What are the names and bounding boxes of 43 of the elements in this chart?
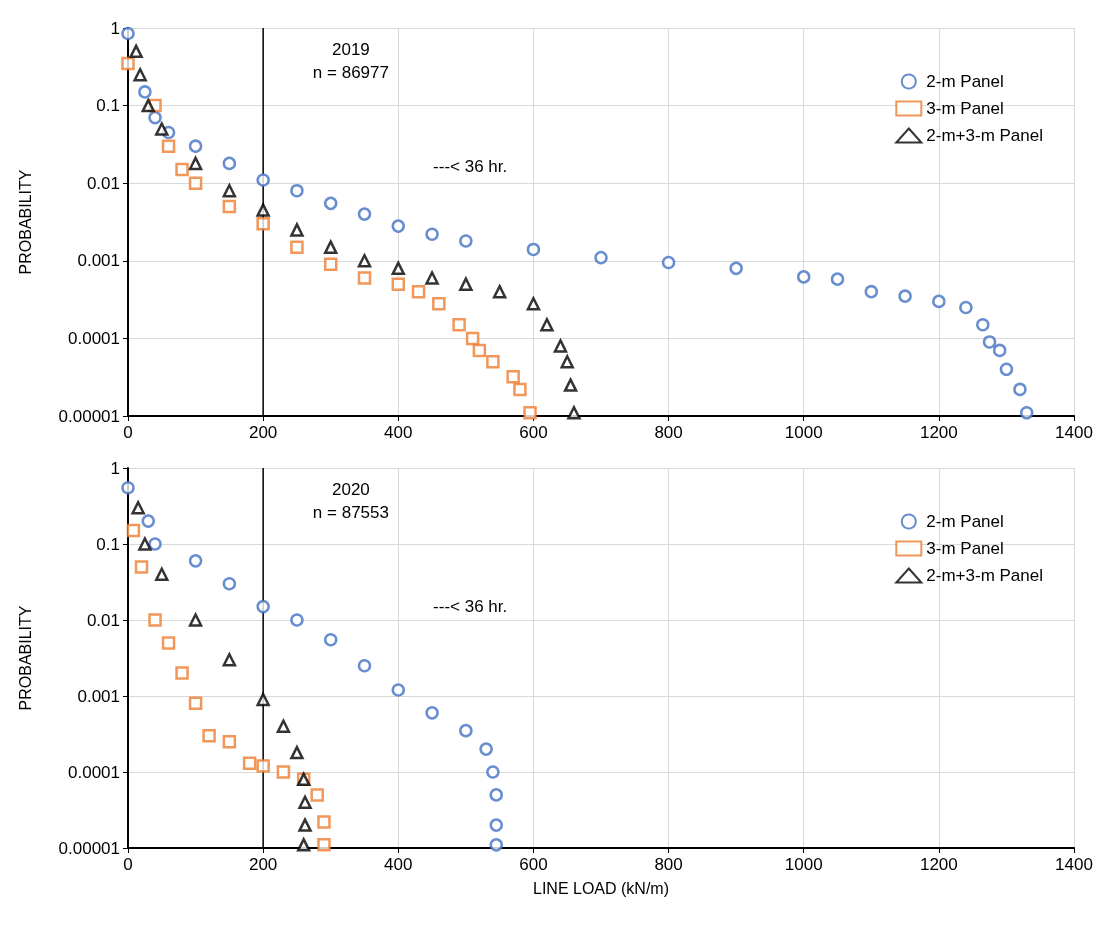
y-tick-label: 1 (110, 18, 120, 38)
annotation: ---< 36 hr. (433, 597, 508, 616)
y-tick-label: 0.00001 (58, 838, 120, 858)
legend-label: 3-m Panel (926, 99, 1004, 118)
x-tick-label: 600 (519, 855, 548, 874)
text: 2019 (331, 40, 370, 59)
y-tick-label: 0.1 (96, 534, 120, 554)
text: n = 86977 (312, 63, 389, 82)
x-tick-label: 400 (384, 423, 413, 442)
x-tick-label: 800 (654, 423, 683, 442)
x-axis-title: LINE LOAD (kN/m) (532, 879, 670, 897)
y-tick-label: 1 (110, 458, 120, 478)
y-tick-label: 0.0001 (68, 328, 120, 348)
text: n = 87553 (312, 503, 389, 522)
annotation: ---< 36 hr. (433, 157, 508, 176)
y-tick-label: 0.01 (86, 610, 120, 630)
legend-label: 3-m Panel (926, 539, 1004, 558)
y-tick-label: 0.001 (77, 686, 120, 706)
legend-label: 2-m Panel (926, 72, 1004, 91)
x-tick-label: 0 (123, 423, 133, 442)
text: 2020 (331, 480, 370, 499)
x-tick-label: 600 (519, 423, 548, 442)
y-tick-label: 0.1 (96, 96, 120, 116)
y-tick-label: 0.01 (86, 173, 120, 193)
x-tick-label: 0 (123, 855, 133, 874)
x-tick-label: 200 (248, 855, 278, 874)
x-tick-label: 1400 (1055, 855, 1093, 874)
legend-label: 2-m+3-m Panel (926, 566, 1043, 585)
x-tick-label: 1000 (784, 423, 823, 442)
x-tick-label: 200 (248, 423, 278, 442)
x-tick-label: 1200 (919, 423, 958, 442)
x-tick-label: 400 (384, 855, 413, 874)
x-tick-label: 1400 (1055, 423, 1093, 442)
y-tick-label: 0.00001 (58, 406, 120, 426)
x-tick-label: 1200 (919, 855, 958, 874)
legend-label: 2-m+3-m Panel (926, 126, 1043, 145)
x-tick-label: 1000 (784, 855, 823, 874)
y-axis-title: PROBABILITY (16, 605, 34, 711)
y-tick-label: 0.0001 (68, 762, 120, 782)
y-axis-title: PROBABILITY (16, 169, 34, 275)
legend-label: 2-m Panel (926, 512, 1004, 531)
x-tick-label: 800 (654, 855, 683, 874)
y-tick-label: 0.001 (77, 251, 120, 271)
